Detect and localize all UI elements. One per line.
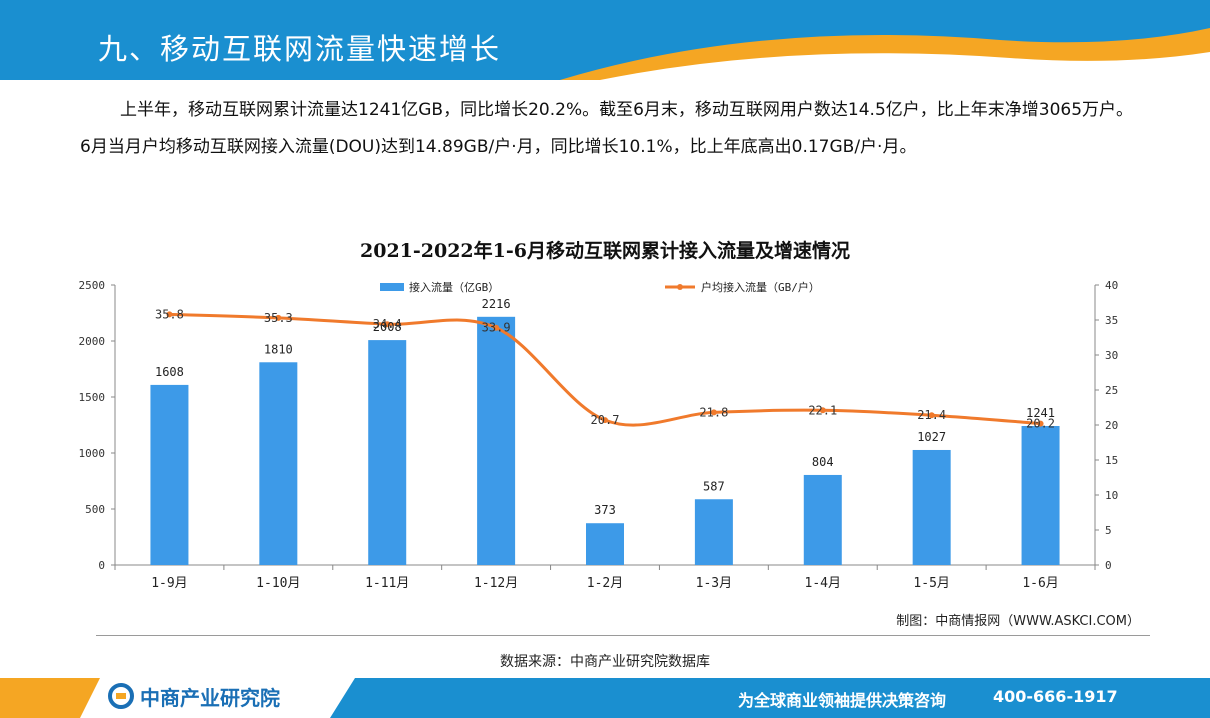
footer-logo: 中商产业研究院: [108, 683, 280, 710]
line-point: [602, 417, 608, 424]
line-value-label: 34.4: [373, 317, 402, 331]
y-right-tick-label: 20: [1105, 419, 1118, 432]
y-left-tick-label: 2000: [79, 335, 106, 348]
bar-value-label: 804: [812, 455, 834, 469]
y-right-tick-label: 25: [1105, 384, 1118, 397]
bar: [150, 384, 189, 565]
y-left-tick-label: 500: [85, 503, 105, 516]
x-tick-label: 1-4月: [805, 576, 841, 591]
chart-credit: 制图：中商情报网（WWW.ASKCI.COM）: [896, 614, 1140, 629]
x-tick-label: 1-5月: [913, 576, 949, 591]
data-labels: 1608 1810 2008 2216 373 587 804 1027 1241 35.8 35.…: [155, 297, 1055, 517]
line-path: [169, 312, 1041, 427]
line-point: [819, 407, 826, 414]
x-tick-label: 1-12月: [474, 576, 518, 591]
line-point: [928, 412, 935, 419]
divider: [96, 635, 1150, 636]
chart-title: 2021-2022年1-6月移动互联网累计接入流量及增速情况: [360, 240, 850, 262]
bar-value-label: 2008: [373, 320, 402, 334]
footer-slogan: 为全球商业领袖提供决策咨询: [738, 691, 947, 710]
chart-area: 接入流量（亿GB） 户均接入流量（GB/户） 0 500 1000 1500 2000 25…: [79, 279, 1119, 591]
chart-legend: 接入流量（亿GB） 户均接入流量（GB/户）: [380, 280, 820, 294]
line-point: [710, 409, 717, 416]
y-left-tick-label: 2500: [79, 279, 106, 292]
data-source: 数据来源：中商产业研究院数据库: [500, 654, 710, 670]
line-point: [384, 321, 391, 328]
line-value-label: 21.8: [699, 405, 728, 419]
legend-bar-swatch: [380, 283, 404, 291]
bar-value-label: 2216: [482, 297, 511, 311]
line-value-label: 35.8: [155, 307, 184, 321]
bar-value-label: 587: [703, 479, 725, 493]
line-point: [275, 314, 282, 321]
line-value-label: 21.4: [917, 408, 946, 422]
logo-icon: [108, 683, 134, 709]
y-right-tick-label: 40: [1105, 279, 1118, 292]
bar-value-label: 1027: [917, 430, 946, 444]
line-value-label: 22.1: [808, 403, 837, 417]
line-point: [1037, 420, 1044, 427]
bar: [912, 449, 951, 565]
x-tick-label: 1-2月: [587, 576, 623, 591]
line-point: [493, 324, 500, 331]
bar-value-label: 1241: [1026, 406, 1055, 420]
bar: [259, 362, 298, 565]
bar-value-label: 1810: [264, 342, 293, 356]
line-point: [166, 311, 173, 318]
y-left-tick-label: 1500: [79, 391, 106, 404]
y-right-tick-label: 35: [1105, 314, 1118, 327]
header-banner: [0, 0, 1210, 80]
x-tick-label: 1-6月: [1022, 576, 1058, 591]
bar: [477, 316, 516, 565]
y-right-tick-label: 30: [1105, 349, 1118, 362]
line-value-label: 33.9: [482, 321, 511, 335]
x-tick-label: 1-9月: [151, 576, 187, 591]
logo-text: 中商产业研究院: [140, 685, 280, 710]
bar-series: [150, 316, 1060, 565]
y-right-tick-label: 10: [1105, 489, 1118, 502]
y-right-tick-label: 0: [1105, 559, 1112, 572]
legend-bar-label: 接入流量（亿GB）: [409, 280, 499, 294]
line-series: [166, 311, 1044, 427]
y-left-tick-label: 0: [98, 559, 105, 572]
line-value-label: 35.3: [264, 311, 293, 325]
bar: [803, 474, 842, 565]
intro-paragraph: 上半年，移动互联网累计流量达1241亿GB，同比增长20.2%。截至6月末，移动…: [80, 100, 1134, 157]
y-right-tick-label: 15: [1105, 454, 1118, 467]
bar: [694, 499, 733, 565]
bar-value-label: 1608: [155, 365, 184, 379]
y-right-tick-label: 5: [1105, 524, 1112, 537]
x-tick-label: 1-10月: [256, 576, 300, 591]
bar: [586, 523, 624, 565]
x-tick-label: 1-3月: [696, 576, 732, 591]
legend-line-label: 户均接入流量（GB/户）: [701, 280, 820, 294]
bar-value-label: 373: [594, 503, 616, 517]
bar: [368, 340, 407, 565]
x-tick-label: 1-11月: [365, 576, 409, 591]
bar: [1021, 426, 1060, 565]
legend-line-marker: [677, 284, 683, 290]
footer-banner: [0, 678, 1210, 718]
line-value-label: 20.7: [591, 413, 620, 427]
page-title: 九、移动互联网流量快速增长: [98, 32, 502, 66]
line-value-label: 20.2: [1026, 417, 1055, 431]
y-left-tick-label: 1000: [79, 447, 106, 460]
footer-phone: 400-666-1917: [993, 687, 1118, 706]
